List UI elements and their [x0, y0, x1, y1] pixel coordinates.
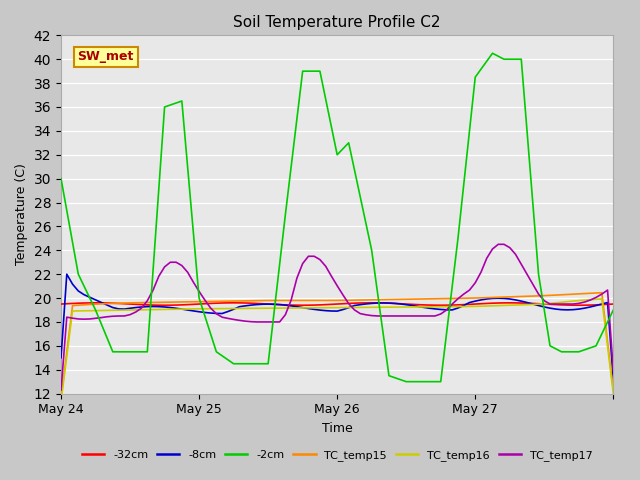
Y-axis label: Temperature (C): Temperature (C) — [15, 164, 28, 265]
Text: SW_met: SW_met — [77, 50, 134, 63]
X-axis label: Time: Time — [322, 422, 353, 435]
Title: Soil Temperature Profile C2: Soil Temperature Profile C2 — [234, 15, 441, 30]
Legend: -32cm, -8cm, -2cm, TC_temp15, TC_temp16, TC_temp17: -32cm, -8cm, -2cm, TC_temp15, TC_temp16,… — [77, 446, 597, 466]
